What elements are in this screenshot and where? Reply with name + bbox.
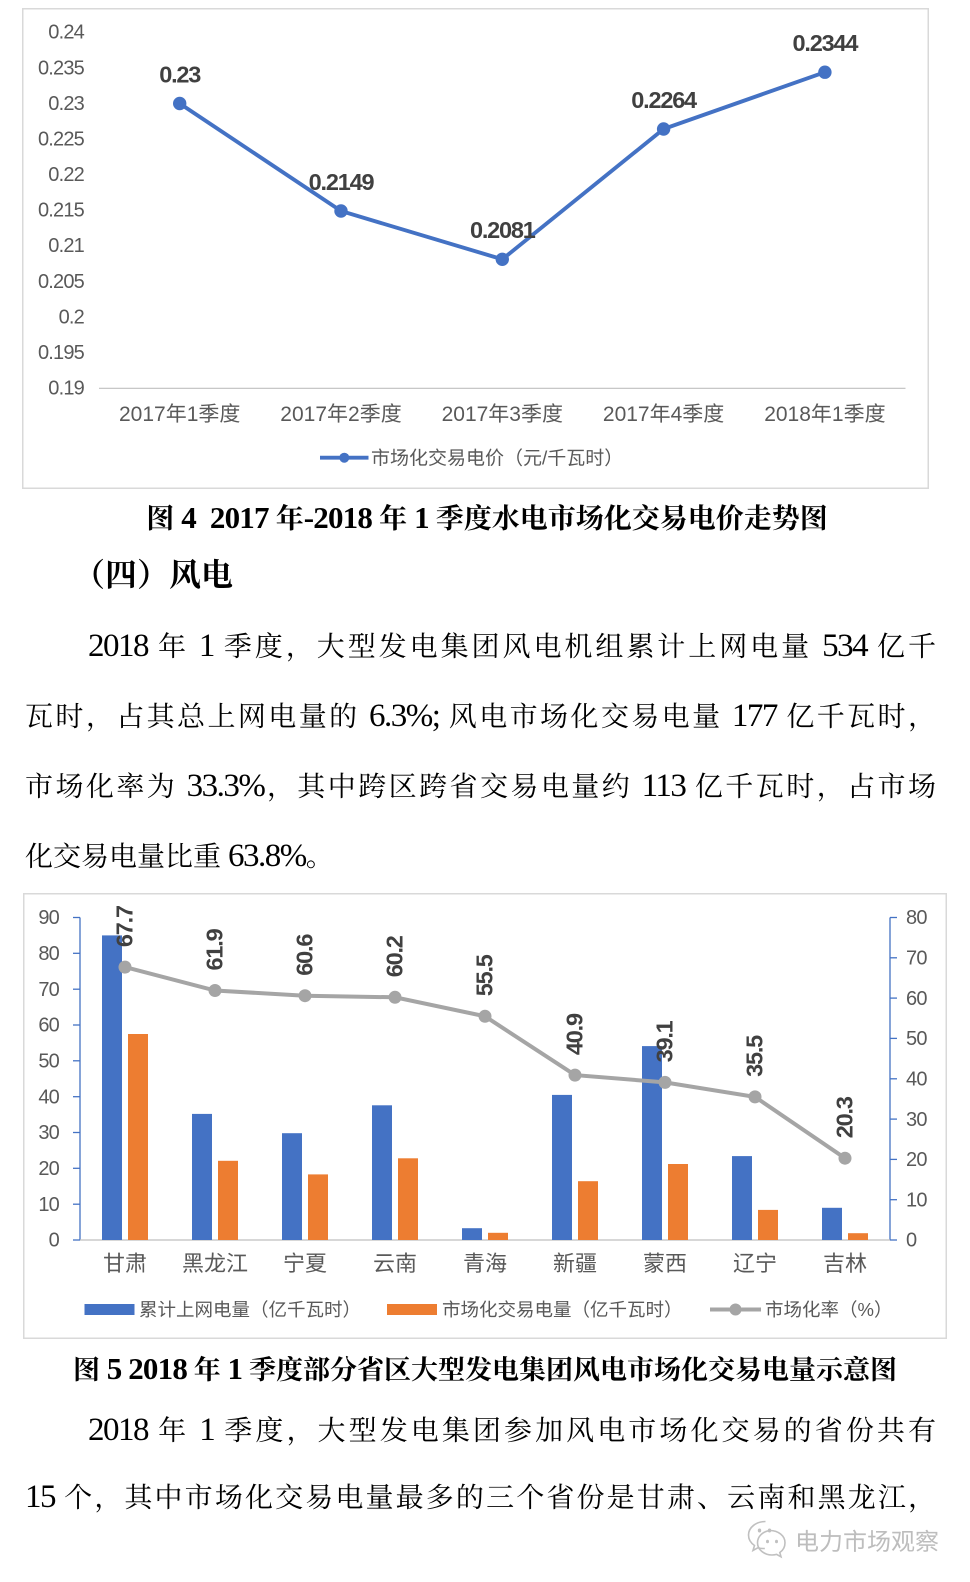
svg-text:累计上网电量（亿千瓦时）: 累计上网电量（亿千瓦时）: [139, 1299, 361, 1320]
svg-text:0: 0: [906, 1230, 917, 1252]
svg-text:黑龙江: 黑龙江: [182, 1251, 248, 1276]
svg-text:2017年3季度: 2017年3季度: [442, 403, 563, 426]
svg-text:0.2: 0.2: [59, 306, 85, 328]
svg-text:0.225: 0.225: [38, 129, 85, 151]
svg-text:宁夏: 宁夏: [283, 1251, 327, 1276]
svg-text:0.23: 0.23: [48, 93, 84, 115]
svg-text:蒙西: 蒙西: [643, 1251, 687, 1276]
svg-text:0.23: 0.23: [159, 61, 201, 87]
svg-text:35.5: 35.5: [742, 1035, 768, 1077]
svg-text:80: 80: [38, 943, 59, 965]
svg-text:0.2081: 0.2081: [470, 217, 536, 243]
svg-text:市场化交易电量（亿千瓦时）: 市场化交易电量（亿千瓦时）: [442, 1299, 683, 1320]
svg-text:青海: 青海: [463, 1251, 507, 1276]
svg-text:20.3: 20.3: [832, 1096, 858, 1138]
svg-text:20: 20: [38, 1158, 59, 1180]
svg-text:20: 20: [906, 1149, 927, 1171]
svg-text:辽宁: 辽宁: [733, 1251, 777, 1276]
svg-text:40: 40: [906, 1069, 927, 1091]
svg-text:0.205: 0.205: [38, 271, 85, 293]
svg-text:0.22: 0.22: [48, 164, 84, 186]
svg-text:90: 90: [38, 907, 59, 929]
svg-text:60.6: 60.6: [292, 934, 318, 976]
svg-text:61.9: 61.9: [202, 928, 228, 970]
svg-text:40.9: 40.9: [562, 1013, 588, 1055]
svg-text:70: 70: [38, 979, 59, 1001]
svg-text:0.24: 0.24: [48, 22, 84, 44]
svg-text:50: 50: [38, 1051, 59, 1073]
svg-text:0.2149: 0.2149: [309, 169, 375, 195]
svg-text:60: 60: [38, 1015, 59, 1037]
svg-text:80: 80: [906, 907, 927, 929]
svg-text:2017年1季度: 2017年1季度: [119, 403, 240, 426]
svg-text:0.195: 0.195: [38, 342, 85, 364]
svg-text:市场化率（%）: 市场化率（%）: [765, 1299, 892, 1320]
svg-text:云南: 云南: [373, 1251, 417, 1276]
svg-text:市场化交易电价（元/千瓦时）: 市场化交易电价（元/千瓦时）: [371, 448, 623, 470]
svg-text:2017年2季度: 2017年2季度: [280, 403, 401, 426]
svg-text:50: 50: [906, 1028, 927, 1050]
svg-text:10: 10: [38, 1194, 59, 1216]
svg-text:2018年1季度: 2018年1季度: [764, 403, 885, 426]
svg-text:0.2264: 0.2264: [631, 87, 697, 113]
svg-text:70: 70: [906, 948, 927, 970]
svg-text:吉林: 吉林: [823, 1251, 867, 1276]
svg-text:电力市场观察: 电力市场观察: [795, 1529, 939, 1556]
svg-text:新疆: 新疆: [553, 1251, 597, 1276]
svg-text:0.215: 0.215: [38, 200, 85, 222]
svg-text:60.2: 60.2: [382, 935, 408, 977]
svg-text:55.5: 55.5: [472, 954, 498, 996]
svg-text:10: 10: [906, 1189, 927, 1211]
svg-text:39.1: 39.1: [652, 1020, 678, 1062]
svg-text:0.2344: 0.2344: [793, 30, 859, 56]
svg-text:30: 30: [38, 1122, 59, 1144]
svg-text:0.235: 0.235: [38, 57, 85, 79]
svg-text:60: 60: [906, 988, 927, 1010]
svg-text:30: 30: [906, 1109, 927, 1131]
svg-text:40: 40: [38, 1086, 59, 1108]
svg-text:0.21: 0.21: [48, 235, 84, 257]
svg-text:0: 0: [49, 1230, 60, 1252]
svg-text:67.7: 67.7: [112, 905, 138, 947]
svg-text:0.19: 0.19: [48, 378, 84, 400]
svg-text:甘肃: 甘肃: [103, 1251, 147, 1276]
svg-text:2017年4季度: 2017年4季度: [603, 403, 724, 426]
